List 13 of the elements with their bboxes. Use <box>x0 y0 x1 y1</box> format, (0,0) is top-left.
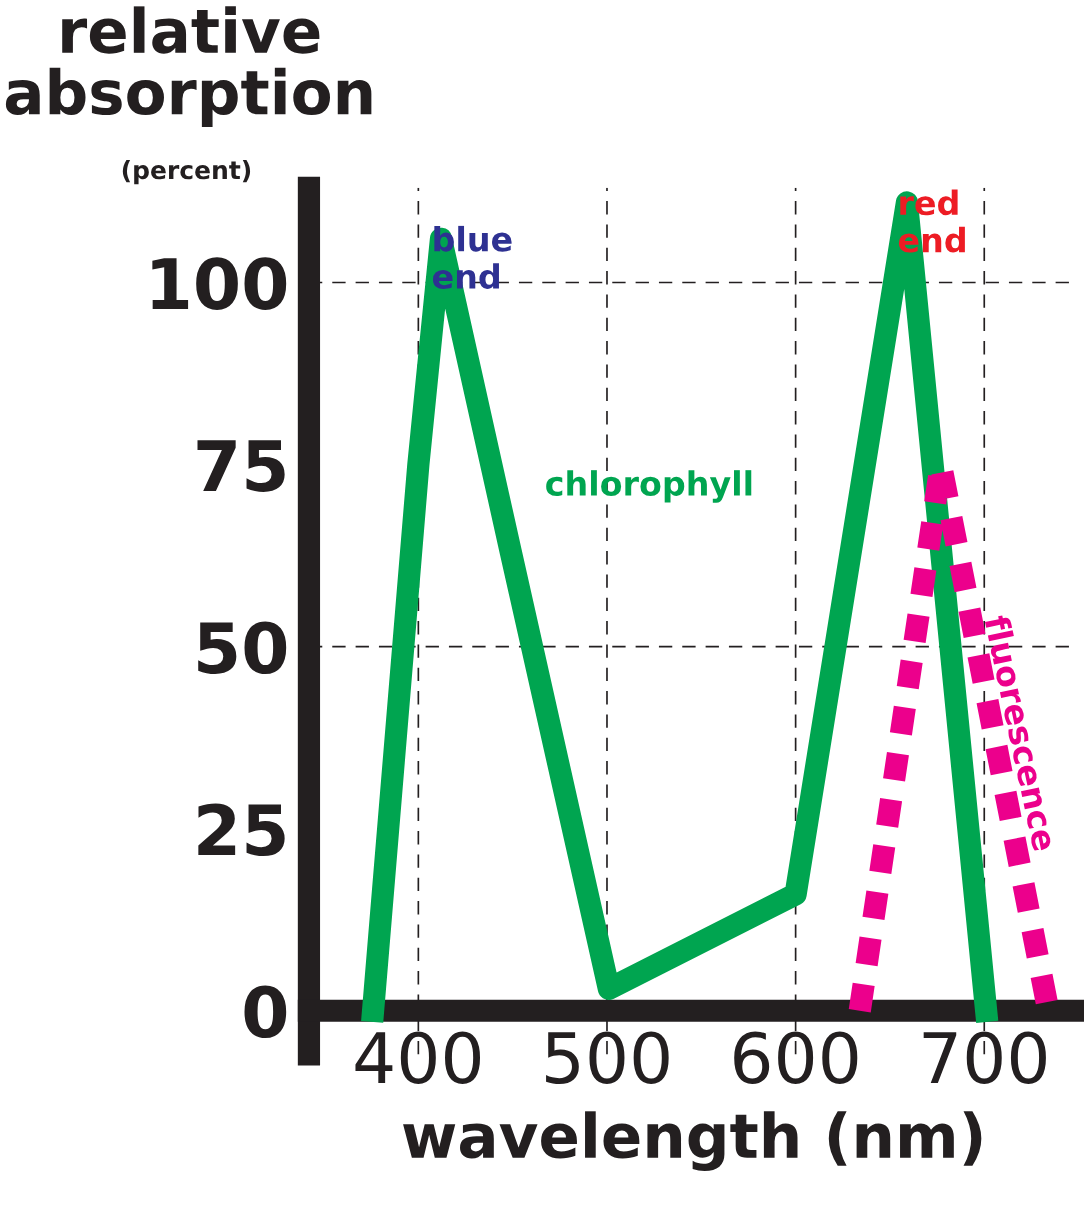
x-tick-label: 600 <box>734 1031 858 1084</box>
y-tick-label: 75 <box>197 440 285 492</box>
y-tick-label: 50 <box>198 621 287 675</box>
y-tick-label: 100 <box>152 257 287 310</box>
x-tick-label: 700 <box>923 1031 1046 1084</box>
text: (percent) <box>122 160 251 185</box>
y-tick-label: 0 <box>244 985 287 1039</box>
series-label: chlorophyll <box>546 470 752 503</box>
y-axis-title: relative absorption <box>5 6 372 127</box>
x-tick-label: 500 <box>546 1031 669 1084</box>
x-axis-title: wavelength (nm) <box>403 1111 982 1171</box>
y-tick-label: 25 <box>198 803 285 857</box>
x-tick-label: 400 <box>355 1031 481 1084</box>
